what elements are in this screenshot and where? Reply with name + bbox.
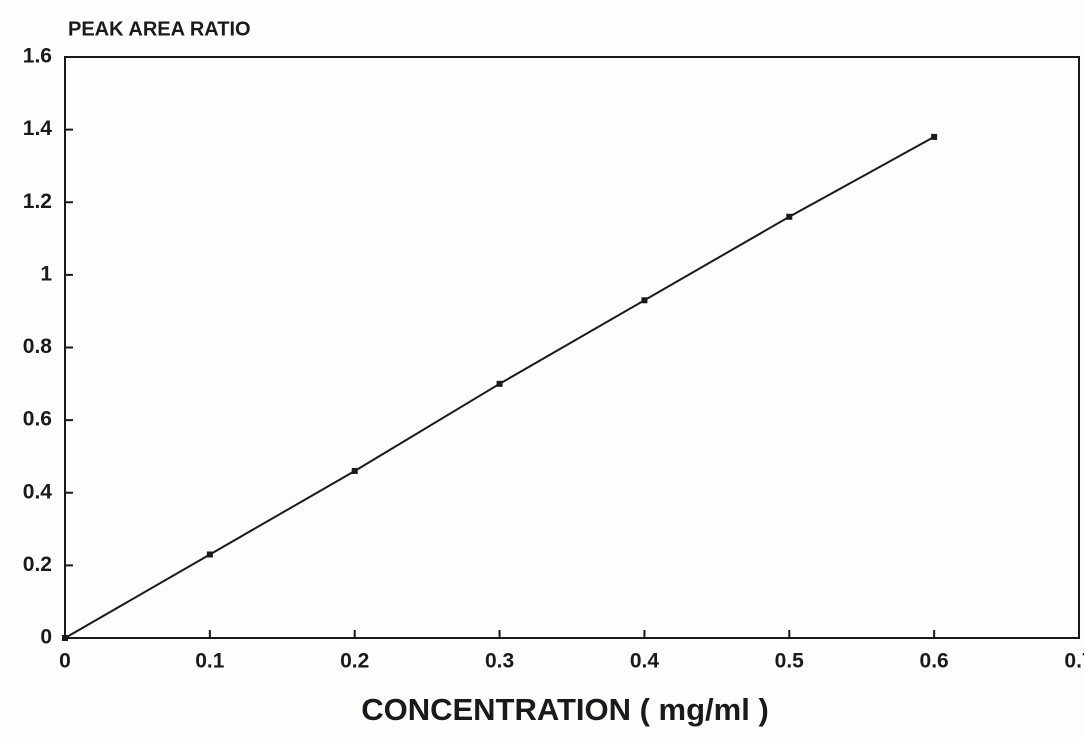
- data-point: [62, 635, 68, 641]
- data-point: [207, 551, 213, 557]
- x-tick-label: 0.2: [340, 650, 369, 673]
- y-tick-label: 0.4: [23, 480, 53, 503]
- x-tick-label: 0.7: [1064, 650, 1084, 673]
- y-tick-label: 0.2: [23, 553, 52, 576]
- chart: PEAK AREA RATIO CONCENTRATION ( mg/ml ) …: [0, 0, 1084, 737]
- y-tick-label: 1: [40, 262, 52, 285]
- x-tick-label: 0.3: [485, 650, 514, 673]
- x-tick-label: 0: [59, 650, 71, 673]
- y-tick-label: 1.2: [23, 190, 52, 213]
- x-tick-label: 0.6: [920, 650, 949, 673]
- y-tick-label: 0: [40, 626, 52, 649]
- data-point: [497, 381, 503, 387]
- x-tick-label: 0.5: [775, 650, 805, 673]
- y-tick-label: 1.4: [23, 117, 53, 140]
- data-line: [65, 137, 934, 638]
- x-tick-label: 0.1: [195, 650, 225, 673]
- x-tick-label: 0.4: [630, 650, 660, 673]
- y-tick-label: 0.6: [23, 408, 52, 431]
- y-tick-label: 0.8: [23, 335, 53, 358]
- data-point: [641, 297, 647, 303]
- y-axis-label: PEAK AREA RATIO: [68, 18, 251, 40]
- x-axis-label: CONCENTRATION ( mg/ml ): [361, 692, 769, 727]
- data-point: [786, 214, 792, 220]
- data-point: [352, 468, 358, 474]
- y-tick-label: 1.6: [23, 45, 52, 68]
- data-point: [931, 134, 937, 140]
